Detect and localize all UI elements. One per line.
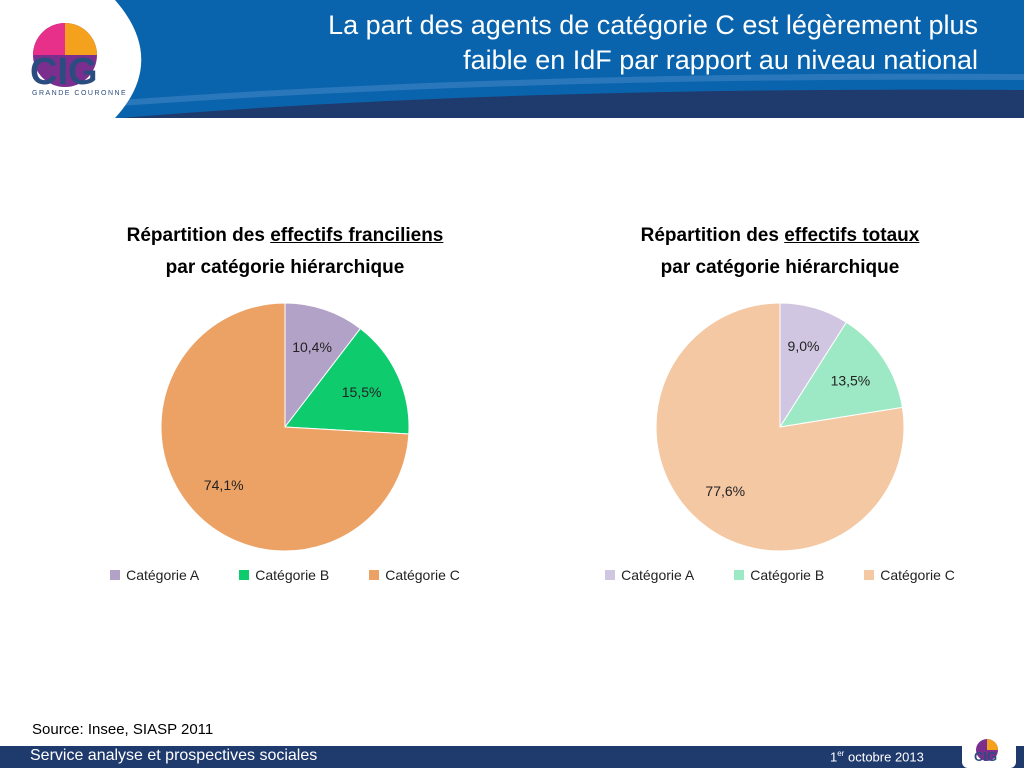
pie-slice-c bbox=[655, 302, 905, 552]
legend-swatch-c bbox=[864, 570, 875, 580]
chart-title-underlined: effectifs totaux bbox=[784, 225, 920, 246]
legend-label-a: Catégorie A bbox=[621, 567, 695, 583]
pie-slice-a bbox=[284, 302, 362, 429]
chart-title-totaux: Répartition des effectifs totaux par cat… bbox=[545, 220, 1015, 284]
chart-title-underlined: effectifs franciliens bbox=[270, 225, 444, 246]
cig-logo: CIG GRANDE COURONNE bbox=[30, 23, 127, 97]
legend-label-b: Catégorie B bbox=[255, 567, 330, 583]
chart-title-franciliens: Répartition des effectifs franciliens pa… bbox=[50, 220, 520, 284]
legend-swatch-b bbox=[734, 570, 745, 580]
legend-swatch-c bbox=[369, 570, 380, 580]
pie-label-a: 9,0% bbox=[788, 338, 820, 354]
chart-title-part1: Répartition des bbox=[126, 225, 271, 246]
legend-item-a: Catégorie A bbox=[605, 567, 694, 583]
footer-bar: Service analyse et prospectives sociales… bbox=[0, 746, 1024, 768]
pie-slice-b bbox=[284, 327, 410, 435]
legend-label-b: Catégorie B bbox=[750, 567, 825, 583]
pie-label-a: 10,4% bbox=[292, 339, 332, 355]
legend-item-b: Catégorie B bbox=[734, 567, 824, 583]
chart-title-part1: Répartition des bbox=[640, 225, 785, 246]
legend-swatch-a bbox=[110, 570, 121, 580]
footer-date-sup: er bbox=[837, 749, 845, 758]
chart-title-line2: par catégorie hiérarchique bbox=[660, 257, 900, 278]
footer-date-prefix: 1 bbox=[830, 749, 838, 765]
pie-label-c: 74,1% bbox=[204, 477, 244, 493]
legend-label-a: Catégorie A bbox=[126, 567, 200, 583]
footer-date-suffix: octobre 2013 bbox=[844, 749, 924, 765]
legend-totaux: Catégorie A Catégorie B Catégorie C bbox=[545, 567, 1015, 583]
legend-item-a: Catégorie A bbox=[110, 567, 199, 583]
pie-slice-b bbox=[778, 321, 904, 428]
legend-item-c: Catégorie C bbox=[864, 567, 955, 583]
footer-cig-logo: CIG bbox=[962, 734, 1016, 768]
pie-slice-c bbox=[160, 302, 410, 552]
pie-label-c: 77,6% bbox=[705, 483, 745, 499]
pie-chart-totaux: 9,0% 13,5% 77,6% bbox=[655, 302, 905, 552]
legend-swatch-a bbox=[605, 570, 616, 580]
chart-totaux: Répartition des effectifs totaux par cat… bbox=[545, 215, 1015, 595]
footer-date: 1er octobre 2013 bbox=[830, 749, 924, 764]
footer-logo-text: CIG bbox=[974, 749, 997, 764]
pie-label-b: 13,5% bbox=[831, 373, 871, 389]
logo-subtext: GRANDE COURONNE bbox=[32, 90, 127, 97]
legend-label-c: Catégorie C bbox=[385, 567, 460, 583]
slide-title: La part des agents de catégorie C est lé… bbox=[328, 10, 978, 75]
chart-title-line2: par catégorie hiérarchique bbox=[165, 257, 405, 278]
legend-label-c: Catégorie C bbox=[880, 567, 955, 583]
pie-chart-franciliens: 10,4% 15,5% 74,1% bbox=[160, 302, 410, 552]
legend-item-b: Catégorie B bbox=[239, 567, 329, 583]
legend-swatch-b bbox=[239, 570, 250, 580]
legend-item-c: Catégorie C bbox=[369, 567, 460, 583]
pie-label-b: 15,5% bbox=[342, 384, 382, 400]
source-note: Source: Insee, SIASP 2011 bbox=[32, 721, 214, 738]
logo-text: CIG bbox=[30, 51, 98, 93]
footer-service: Service analyse et prospectives sociales bbox=[30, 747, 318, 764]
legend-franciliens: Catégorie A Catégorie B Catégorie C bbox=[50, 567, 520, 583]
chart-franciliens: Répartition des effectifs franciliens pa… bbox=[50, 215, 520, 595]
